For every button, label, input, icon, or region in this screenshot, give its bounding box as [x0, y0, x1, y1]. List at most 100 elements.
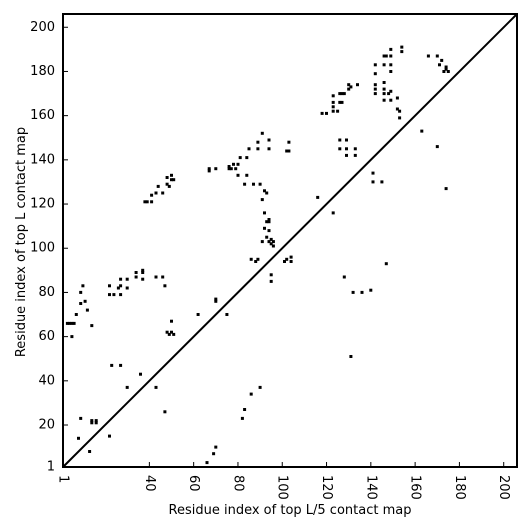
y-tick-label: 1	[47, 460, 55, 475]
contact-point-lower	[139, 372, 142, 376]
contact-point-upper	[389, 89, 393, 93]
contact-point-upper	[289, 260, 293, 263]
contact-point-upper	[236, 173, 240, 177]
contact-point-upper	[420, 129, 424, 133]
contact-point-lower	[212, 452, 216, 456]
contact-point-upper	[356, 83, 359, 87]
contact-point-upper	[398, 116, 402, 120]
y-tick-label: 60	[38, 329, 55, 344]
contact-point-upper	[336, 109, 340, 113]
contact-point-upper	[373, 87, 377, 91]
contact-point-lower	[125, 385, 129, 389]
contact-point-upper	[116, 286, 120, 290]
contact-point-upper	[245, 156, 249, 160]
y-tick-label: 80	[38, 285, 55, 300]
contact-point-upper	[444, 67, 448, 71]
contact-point-upper	[444, 187, 448, 191]
contact-point-upper	[170, 178, 173, 182]
contact-point-upper	[170, 330, 173, 334]
contact-point-upper	[236, 162, 240, 166]
contact-point-upper	[395, 96, 399, 100]
contact-point-upper	[331, 100, 335, 104]
contact-point-upper	[373, 63, 377, 67]
y-tick-label: 200	[30, 20, 55, 35]
contact-point-upper	[269, 237, 273, 241]
x-tick-label: 1	[56, 475, 71, 483]
x-tick-label: 140	[363, 475, 378, 500]
x-tick-label: 40	[142, 475, 157, 492]
contact-point-upper	[382, 81, 386, 84]
y-tick-label: 100	[30, 241, 55, 256]
contact-point-upper	[229, 167, 233, 171]
contact-point-upper	[267, 220, 271, 224]
contact-point-lower	[88, 450, 92, 453]
contact-point-upper	[165, 330, 169, 334]
contact-point-upper	[119, 284, 123, 288]
contact-point-upper	[260, 240, 264, 244]
y-tick-label: 40	[38, 373, 55, 388]
contact-point-upper	[287, 140, 291, 144]
x-tick-label: 120	[319, 475, 334, 500]
contact-point-upper	[269, 273, 273, 277]
contact-point-upper	[345, 147, 348, 151]
contact-point-lower	[94, 421, 98, 425]
contact-point-upper	[156, 184, 160, 188]
contact-point-upper	[438, 63, 441, 67]
contact-point-upper	[260, 131, 264, 135]
contact-point-upper	[331, 109, 335, 113]
contact-point-upper	[214, 297, 218, 301]
contact-point-upper	[349, 85, 353, 89]
contact-point-upper	[83, 299, 87, 303]
contact-point-upper	[338, 100, 342, 104]
contact-point-upper	[400, 50, 404, 54]
contact-point-upper	[225, 313, 229, 316]
contact-point-upper	[154, 191, 158, 195]
contact-point-upper	[112, 293, 116, 297]
contact-point-upper	[395, 107, 399, 111]
contact-point-upper	[269, 242, 273, 246]
contact-point-lower	[119, 363, 123, 367]
contact-point-upper	[289, 255, 293, 259]
contact-point-upper	[143, 200, 147, 204]
contact-point-upper	[234, 167, 238, 171]
contact-point-upper	[79, 302, 83, 305]
contact-point-upper	[285, 257, 289, 261]
y-tick-label: 160	[30, 108, 55, 123]
contact-point-upper	[331, 94, 335, 98]
contact-point-upper	[108, 293, 111, 297]
contact-point-upper	[267, 147, 271, 151]
contact-point-upper	[426, 54, 430, 58]
contact-point-upper	[207, 167, 211, 171]
contact-point-upper	[207, 169, 211, 173]
contact-point-upper	[172, 332, 176, 336]
contact-point-upper	[265, 220, 269, 224]
contact-point-upper	[265, 191, 269, 195]
contact-point-upper	[285, 149, 289, 153]
diagonal-line	[62, 13, 518, 468]
contact-point-lower	[90, 421, 94, 425]
contact-point-upper	[134, 275, 138, 279]
contact-point-upper	[384, 262, 388, 266]
contact-point-upper	[389, 47, 393, 51]
contact-point-upper	[338, 92, 342, 96]
contact-point-upper	[245, 173, 249, 177]
contact-point-upper	[154, 275, 158, 279]
contact-point-upper	[369, 288, 373, 292]
contact-point-upper	[371, 180, 375, 184]
contact-point-lower	[79, 416, 83, 420]
contact-point-upper	[196, 313, 200, 316]
x-tick-label: 100	[275, 475, 290, 500]
contact-point-upper	[345, 153, 348, 157]
contact-point-upper	[256, 147, 260, 151]
contact-point-upper	[267, 138, 271, 142]
contact-point-upper	[256, 257, 260, 261]
contact-point-upper	[382, 54, 386, 58]
contact-point-upper	[265, 235, 269, 239]
contact-point-upper	[81, 284, 85, 288]
contact-point-upper	[258, 182, 262, 186]
contact-point-upper	[338, 138, 342, 142]
contact-point-upper	[347, 83, 351, 87]
contact-point-upper	[227, 165, 231, 168]
contact-point-lower	[258, 385, 262, 389]
